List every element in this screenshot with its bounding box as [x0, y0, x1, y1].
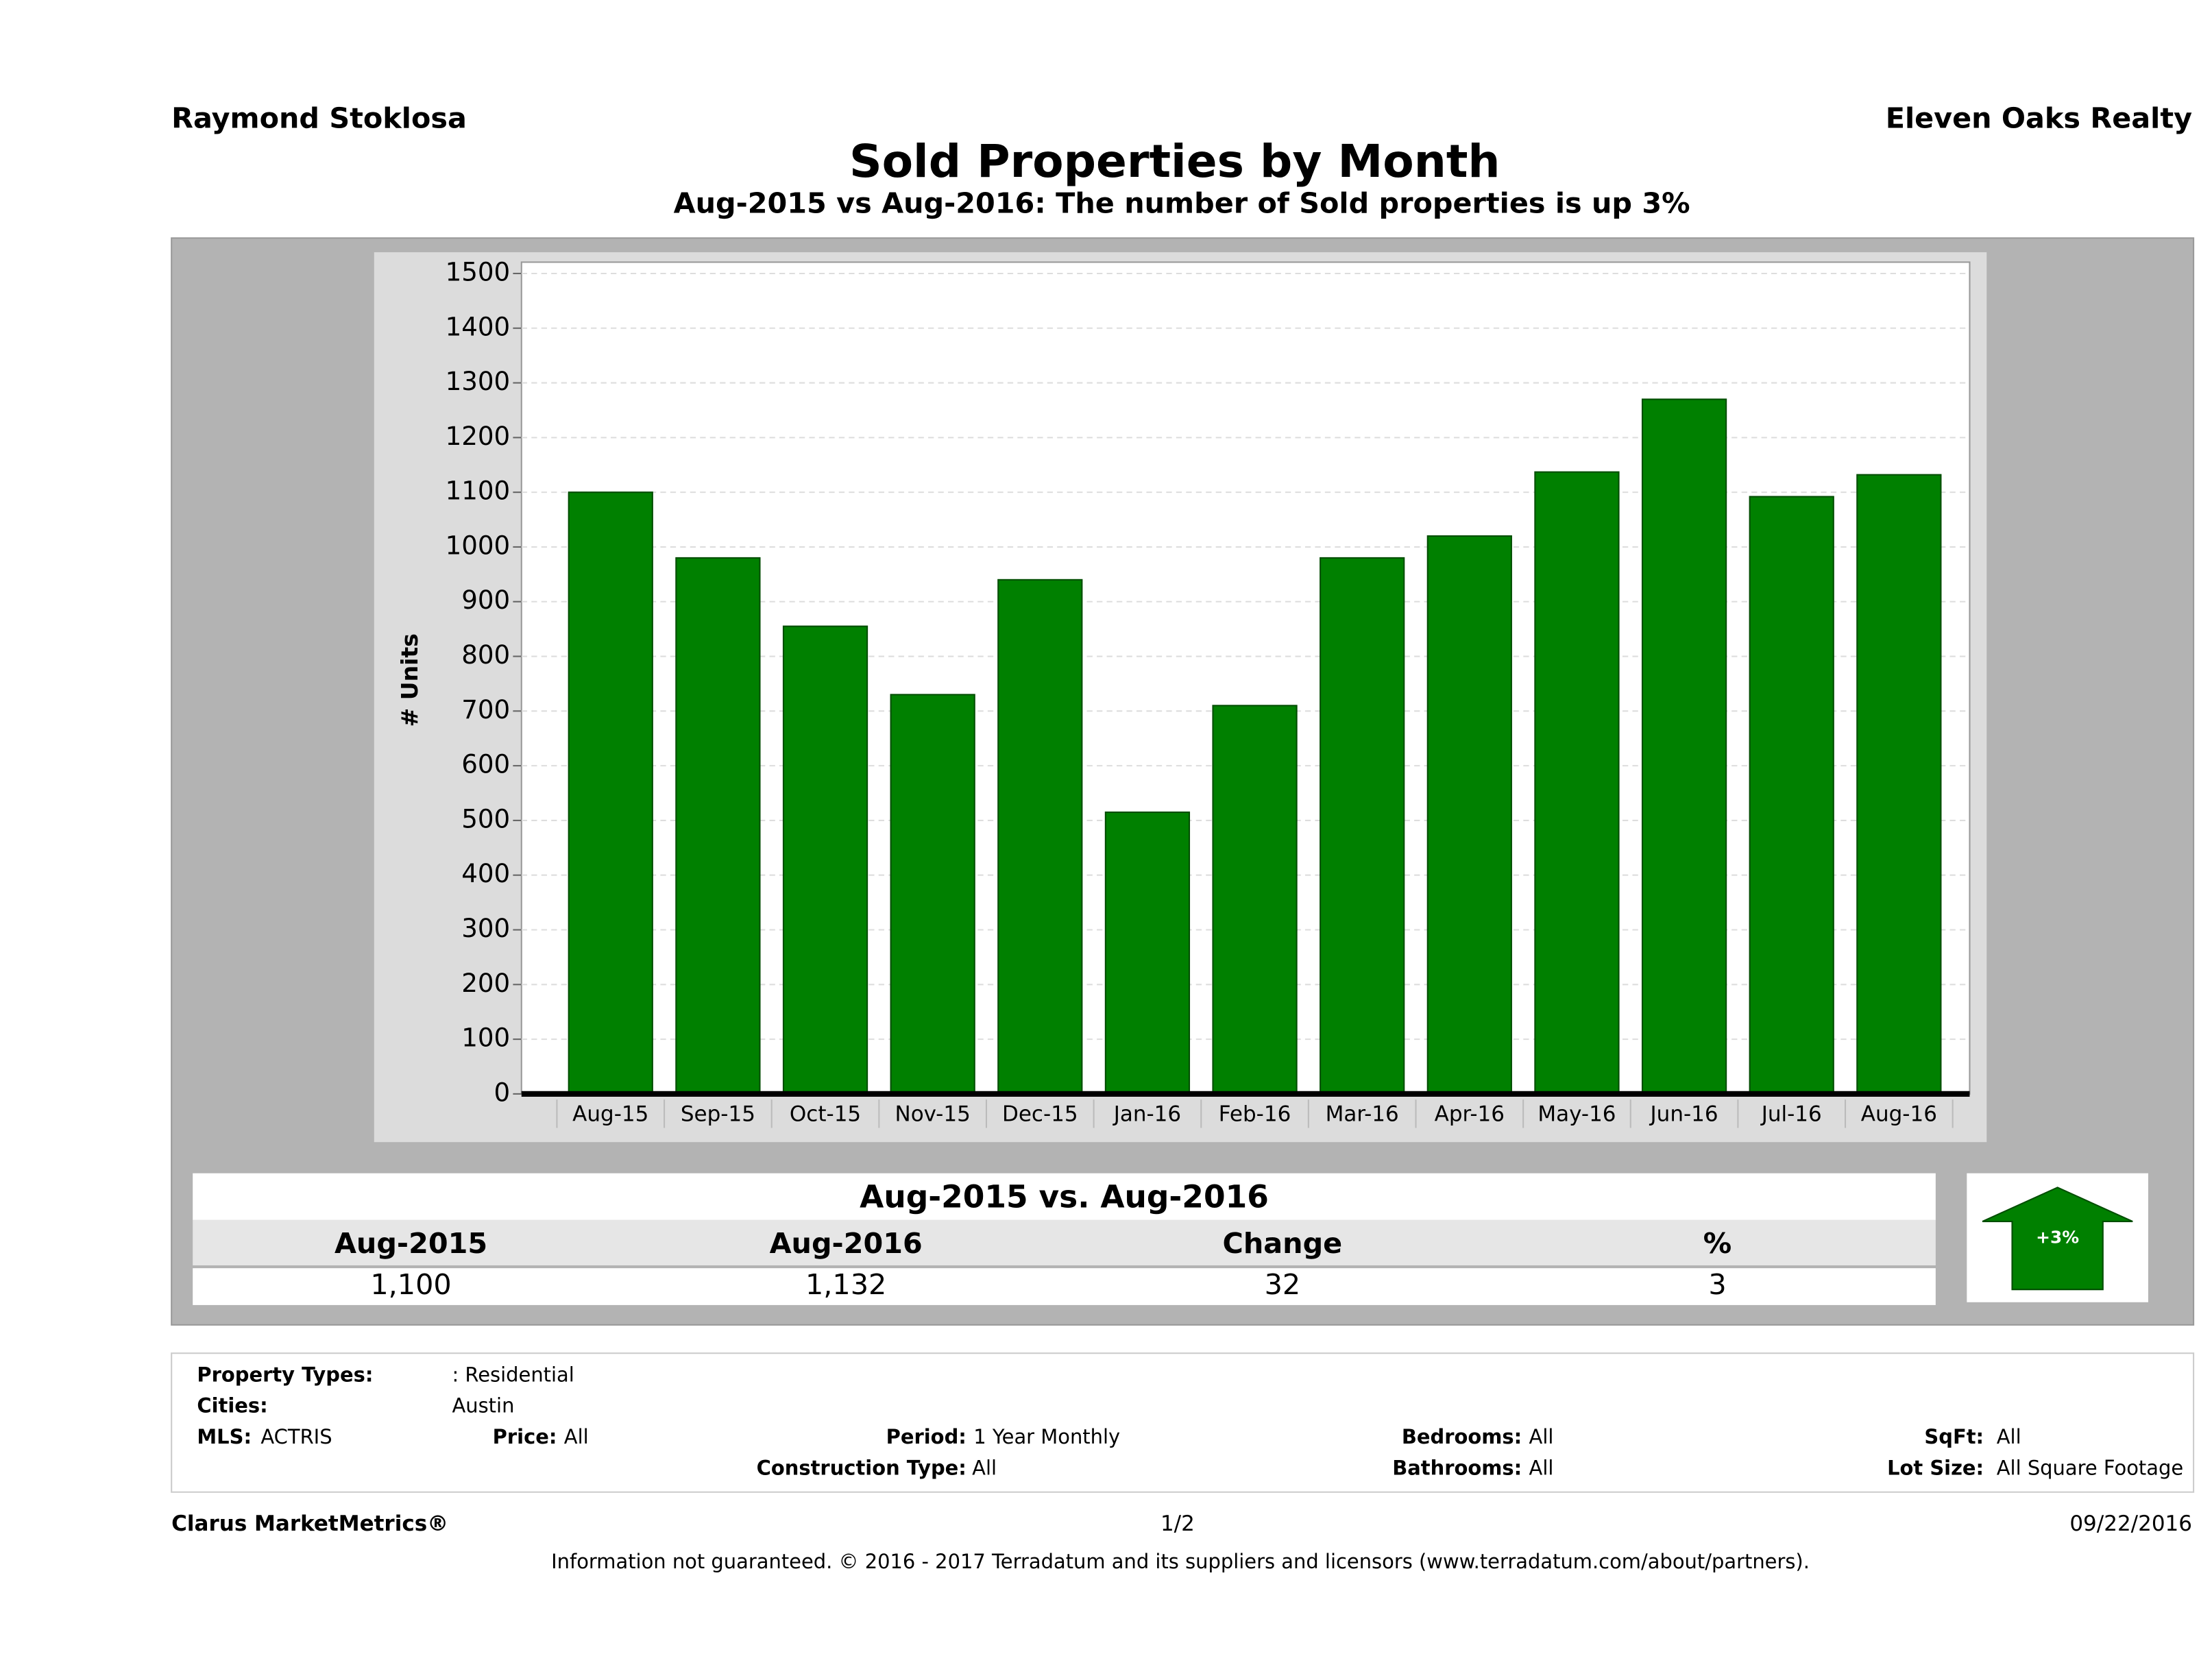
brand: Clarus MarketMetrics® [171, 1511, 448, 1536]
x-tick-label: Mar-16 [1326, 1102, 1399, 1126]
y-tick-label: 0 [494, 1077, 511, 1107]
filter-value: All [972, 1457, 997, 1480]
y-tick-label: 200 [461, 968, 510, 998]
filter-value: ACTRIS [260, 1425, 332, 1448]
filter-label: MLS: [197, 1425, 252, 1448]
filter-label: Period: [886, 1425, 967, 1448]
y-tick-label: 300 [461, 913, 510, 943]
agent: Raymond Stoklosa [171, 102, 467, 135]
bar [782, 625, 868, 1095]
bar [1641, 398, 1727, 1095]
y-tick-label: 100 [461, 1023, 510, 1053]
y-tick-label: 800 [461, 640, 510, 670]
up-arrow [1982, 1187, 2133, 1291]
y-tick-label: 1200 [446, 421, 511, 451]
filter-label: Cities: [197, 1394, 267, 1418]
y-tick-label: 1000 [446, 530, 511, 560]
bar [890, 694, 975, 1095]
filter-label: Property Types: [197, 1363, 373, 1386]
summary-header: % [1703, 1227, 1731, 1260]
page-number: 1/2 [1160, 1511, 1195, 1536]
filter-label: SqFt: [1924, 1425, 1984, 1448]
filter-value: All [1997, 1425, 2021, 1448]
y-tick-label: 600 [461, 749, 510, 779]
filter-value: 1 Year Monthly [973, 1425, 1120, 1448]
x-tick-label: Aug-16 [1861, 1102, 1937, 1126]
chart-subtitle: Aug-2015 vs Aug-2016: The number of Sold… [674, 187, 1690, 220]
y-tick-label: 1400 [446, 311, 511, 341]
filter-value: All [1529, 1457, 1554, 1480]
bar [1320, 557, 1405, 1095]
x-tick-label: May-16 [1538, 1102, 1616, 1126]
x-tick-label: Apr-16 [1435, 1102, 1505, 1126]
summary-value: 3 [1708, 1268, 1726, 1301]
summary-value: 1,132 [805, 1268, 886, 1301]
bar [568, 491, 653, 1095]
bar [1426, 535, 1512, 1095]
summary-value: 1,100 [370, 1268, 451, 1301]
y-tick-label: 1500 [446, 256, 511, 287]
y-tick-label: 500 [461, 803, 510, 834]
bar [1104, 811, 1191, 1095]
bar [675, 557, 761, 1095]
bar [1534, 471, 1620, 1095]
x-tick-label: Jun-16 [1649, 1102, 1718, 1126]
summary-value: 32 [1265, 1268, 1301, 1301]
filter-value: All Square Footage [1997, 1457, 2183, 1480]
company: Eleven Oaks Realty [1886, 102, 2192, 135]
y-tick-label: 1300 [446, 366, 511, 396]
filter-value: Austin [452, 1394, 514, 1418]
x-tick-label: Jan-16 [1113, 1102, 1181, 1126]
filters-box [171, 1352, 2195, 1493]
summary-header: Aug-2016 [770, 1227, 923, 1260]
x-tick-label: Nov-15 [895, 1102, 971, 1126]
chart: 0 100 200 300 400 500 600 700 800 900 1000 1100 1200… [446, 256, 1970, 1128]
chart-title: Sold Properties by Month [849, 135, 1500, 188]
filter-value: : Residential [452, 1363, 574, 1386]
bar [1856, 474, 1942, 1095]
filter-value: All [564, 1425, 589, 1448]
y-axis-label: # Units [396, 633, 423, 727]
summary-header: Change [1223, 1227, 1343, 1260]
filters: Property Types: : Residential Cities: Au… [197, 1363, 2183, 1479]
bar [1212, 705, 1298, 1095]
summary-title: Aug-2015 vs. Aug-2016 [860, 1178, 1269, 1215]
summary-value-row [193, 1268, 1936, 1305]
summary-header: Aug-2015 [335, 1227, 487, 1260]
summary-title-row [193, 1173, 1936, 1220]
x-tick-label: Jul-16 [1760, 1102, 1822, 1126]
filter-label: Bedrooms: [1402, 1425, 1522, 1448]
x-tick-label: Aug-15 [572, 1102, 648, 1126]
bar [997, 579, 1083, 1095]
summary-header-row [193, 1219, 1936, 1266]
filter-label: Price: [493, 1425, 557, 1448]
y-tick-label: 1100 [446, 476, 511, 506]
summary: Aug-2015 1,100 Aug-2016 1,132 Change 32% 3 [335, 1227, 1731, 1301]
x-tick-label: Feb-16 [1219, 1102, 1291, 1126]
y-tick-label: 700 [461, 694, 510, 725]
bar [1749, 496, 1834, 1095]
filter-label: Lot Size: [1887, 1457, 1984, 1480]
x-tick-label: Dec-15 [1002, 1102, 1078, 1126]
x-tick-label: Sep-15 [681, 1102, 755, 1126]
filter-value: All [1529, 1425, 1554, 1448]
filter-label: Construction Type: [757, 1457, 967, 1480]
date: 09/22/2016 [2069, 1511, 2192, 1536]
badge: +3% [2036, 1228, 2079, 1248]
x-tick-label: Oct-15 [790, 1102, 861, 1126]
y-tick-label: 400 [461, 858, 510, 888]
disclaimer: Information not guaranteed. © 2016 - 201… [551, 1550, 1810, 1573]
y-tick-label: 900 [461, 585, 510, 615]
filter-label: Bathrooms: [1392, 1457, 1522, 1480]
